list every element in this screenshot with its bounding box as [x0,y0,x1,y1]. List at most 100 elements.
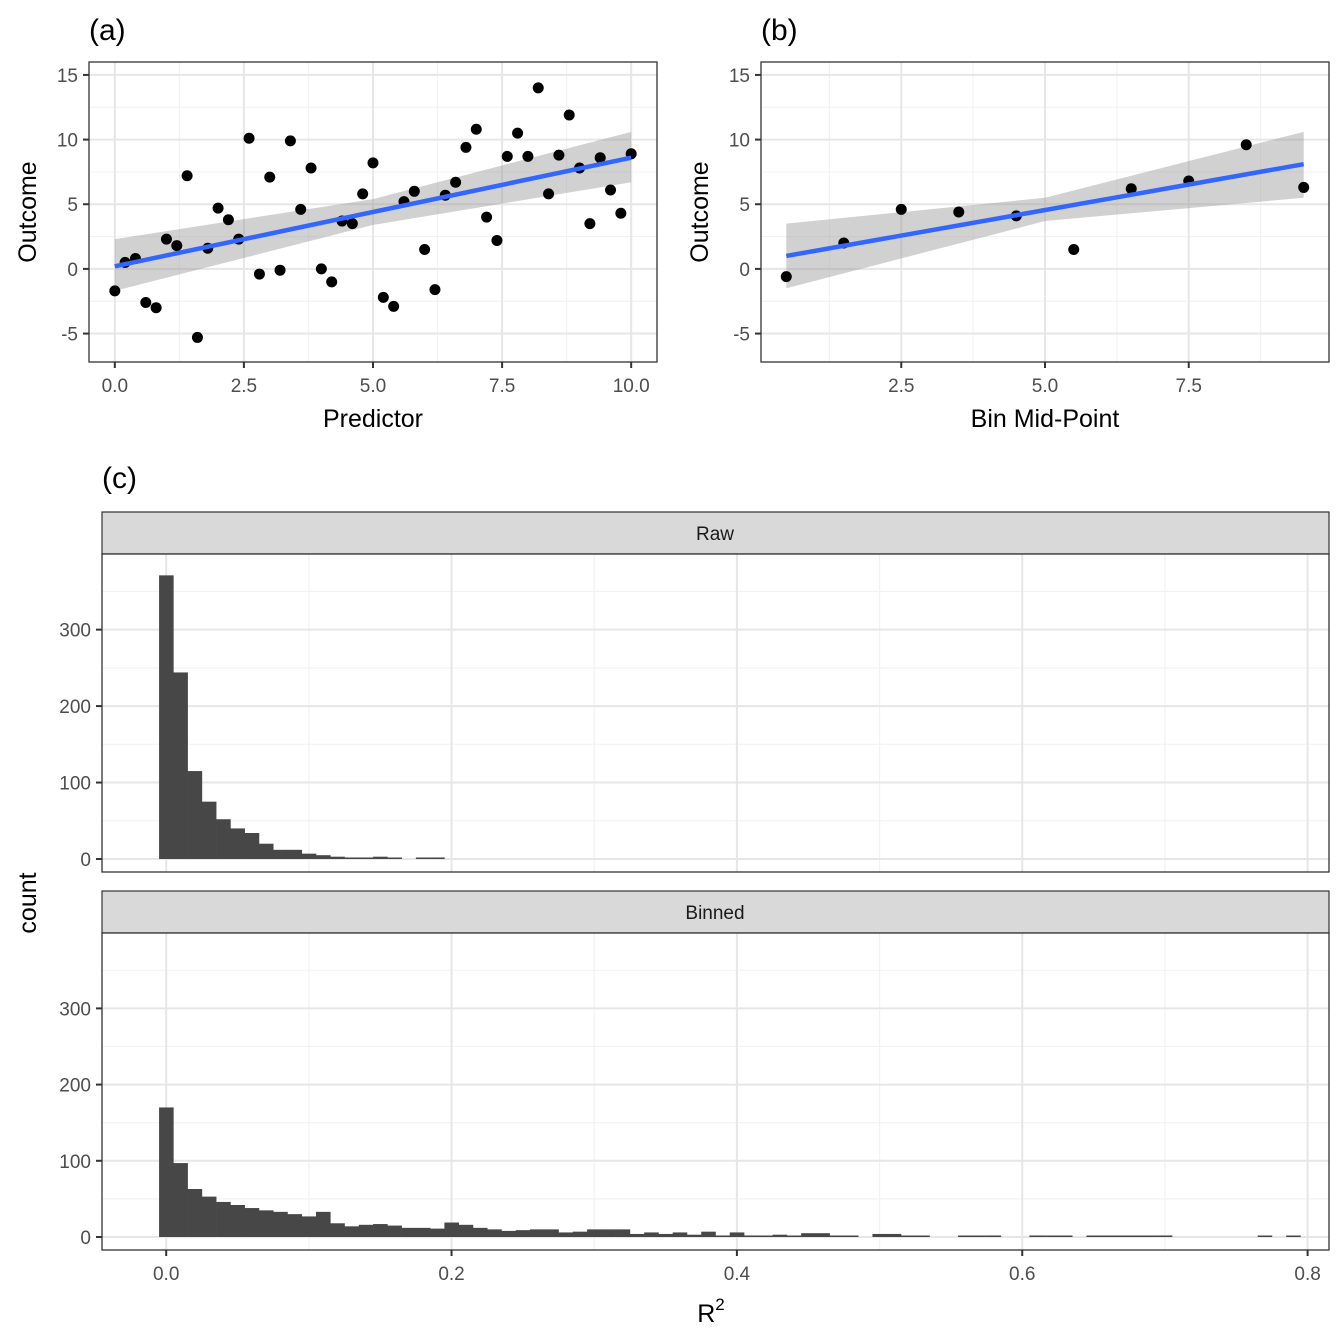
data-point [481,211,493,223]
histogram-bar [801,1233,816,1237]
data-point [171,240,183,252]
y-tick-label: 15 [57,66,78,87]
x-tick-label: 0.6 [1009,1264,1035,1285]
y-tick-label: 100 [59,1152,91,1173]
facet-binned-frame [101,932,1330,1251]
x-tick-label: 10.0 [613,376,650,397]
histogram-bar [829,1235,845,1237]
data-point [181,170,193,182]
panel-c-y-axis-title: count [14,872,42,933]
data-point [584,218,596,230]
data-point [326,276,338,288]
facet-raw-frame [101,553,1330,873]
data-point [1068,244,1080,255]
histogram-bar [273,1211,288,1237]
facet-binned: Binned 0 100 200 300 [59,890,1330,1251]
histogram-bar [159,575,174,859]
histogram-bar [316,1211,331,1237]
histogram-bar [487,1229,502,1237]
facet-raw-bars [159,575,445,859]
y-tick-label: 300 [59,999,91,1020]
data-point [274,264,286,276]
histogram-bar [1100,1235,1116,1237]
facet-binned-y-ticks: 0 100 200 300 [59,999,102,1249]
histogram-bar [1257,1235,1273,1237]
histogram-bar [458,1224,474,1237]
data-point [532,82,544,94]
plot-frame [101,932,1330,1251]
histogram-bar [1129,1235,1144,1237]
histogram-bar [615,1229,631,1237]
histogram-bar [415,857,431,859]
data-point [253,268,265,280]
y-tick-label: 200 [59,1076,91,1097]
histogram-bar [758,1235,773,1237]
histogram-bar [843,1235,859,1237]
histogram-bar [972,1235,987,1237]
data-point [1125,183,1137,195]
histogram-bar [430,857,445,859]
panel-c: (c) Raw 0 100 200 300 Binned 0 100 200 300 0.0… [14,462,1330,1328]
histogram-bar [201,1196,217,1237]
histogram-bar [572,1231,588,1237]
data-point [150,302,162,314]
facet-raw: Raw 0 100 200 300 [59,511,1330,873]
panel-b-grid [761,62,1329,362]
histogram-bar [544,1229,559,1237]
data-point [491,234,503,246]
histogram-bar [701,1231,716,1237]
histogram-bar [244,833,260,859]
plot-background [102,933,1329,1250]
histogram-bar [387,857,402,859]
y-tick-label: 0 [739,260,750,281]
histogram-bar [301,1216,317,1237]
histogram-bar [173,672,188,859]
histogram-bar [658,1233,673,1237]
x-tick-label: 7.5 [1176,376,1202,397]
data-point [357,188,369,200]
panel-a-tag: (a) [89,14,126,47]
data-point [501,150,513,162]
y-tick-label: 100 [59,774,91,795]
x-tick-label: 0.8 [1294,1264,1320,1285]
histogram-bar [515,1230,531,1237]
histogram-bar [401,1227,417,1237]
x-tick-label: 0.0 [153,1264,179,1285]
data-point [388,300,400,312]
histogram-bar [1157,1235,1173,1237]
y-tick-label: -5 [733,325,750,346]
x-tick-label: 0.2 [438,1264,464,1285]
histogram-bar [287,849,303,859]
data-point [543,188,555,200]
data-point [377,291,389,303]
data-point [243,132,255,144]
histogram-bar [258,843,274,859]
panel-b-fit-line [785,161,1305,259]
data-point [295,203,307,215]
histogram-bar [258,1210,274,1237]
histogram-bar [173,1163,188,1237]
histogram-bar [986,1235,1002,1237]
data-point [1240,139,1252,151]
data-point [953,206,965,218]
panel-b-y-ticks: -5 0 5 10 15 [729,66,761,346]
panel-b: (b) 2.5 5.0 7.5 -5 0 5 10 15 Bin Mid-Point Out… [686,14,1330,433]
regression-line [785,161,1305,259]
data-point [522,150,534,162]
histogram-bar [1029,1235,1044,1237]
data-point [512,127,524,139]
plot-frame [101,553,1330,873]
y-tick-label: 0 [80,850,91,871]
histogram-bar [244,1208,260,1237]
data-point [594,152,606,164]
histogram-bar [344,857,360,859]
data-point [563,109,575,121]
data-point [408,185,420,197]
histogram-bar [216,819,231,859]
facet-binned-strip-label: Binned [685,903,744,924]
histogram-bar [358,1224,374,1237]
facet-binned-bars [159,1107,1301,1237]
histogram-bar [1057,1235,1073,1237]
